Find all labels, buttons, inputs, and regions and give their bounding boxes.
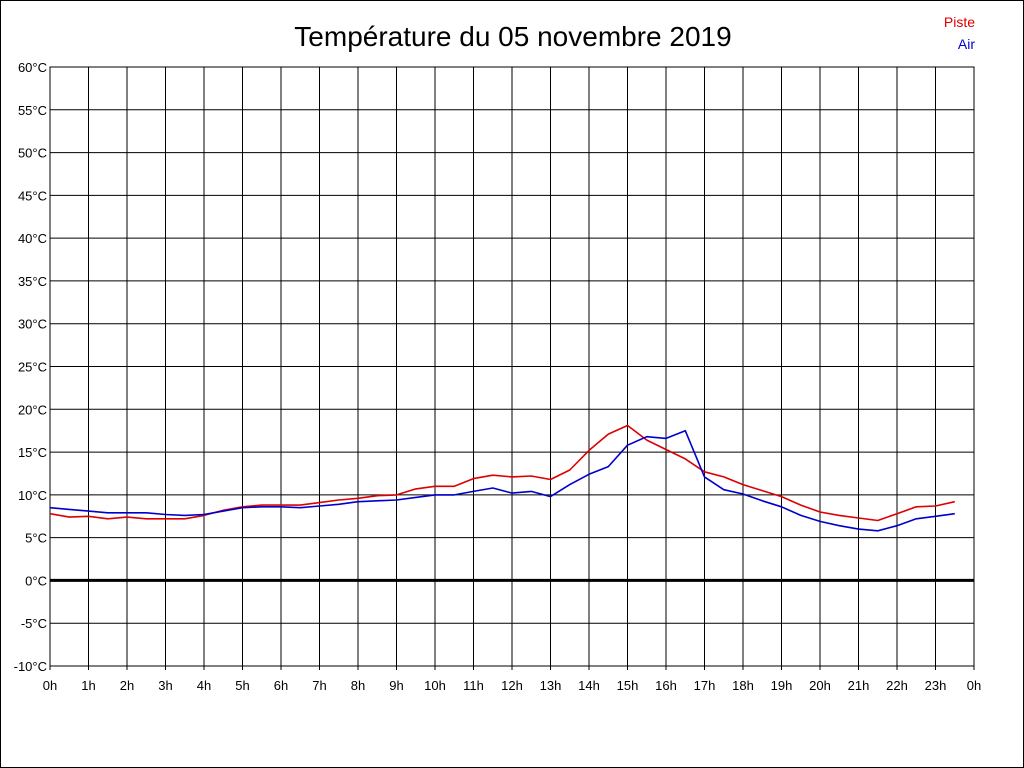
x-tick-label: 20h (809, 678, 831, 693)
x-tick-label: 21h (848, 678, 870, 693)
y-tick-label: 60°C (18, 60, 47, 75)
grid (49, 66, 975, 670)
legend-entry-piste: Piste (944, 14, 975, 30)
y-tick-label: -5°C (21, 616, 47, 631)
x-tick-label: 3h (158, 678, 172, 693)
y-tick-label: 30°C (18, 317, 47, 332)
series-lines (49, 424, 955, 532)
x-tick-label: 19h (771, 678, 793, 693)
y-tick-label: 25°C (18, 360, 47, 375)
x-tick-label: 23h (925, 678, 947, 693)
y-tick-label: 40°C (18, 231, 47, 246)
y-tick-label: 15°C (18, 445, 47, 460)
y-tick-label: 20°C (18, 402, 47, 417)
y-tick-label: 55°C (18, 103, 47, 118)
x-tick-label: 5h (235, 678, 249, 693)
y-tick-label: 5°C (25, 531, 47, 546)
x-axis-ticks: 0h 1h 2h 3h 4h 5h 6h 7h 8h 9h 10h 11h 12h 13h 14h 15h 16… (43, 678, 981, 693)
x-tick-label: 0h (967, 678, 981, 693)
x-tick-label: 4h (197, 678, 211, 693)
chart-title: Température du 05 novembre 2019 (294, 21, 731, 52)
x-tick-label: 7h (312, 678, 326, 693)
y-axis-ticks: -10°C -5°C 0°C 5°C 10°C 15°C 20°C 25°C 30°C 35°C 4… (14, 60, 47, 674)
y-tick-label: 50°C (18, 146, 47, 161)
x-tick-label: 0h (43, 678, 57, 693)
x-tick-label: 9h (389, 678, 403, 693)
x-tick-label: 22h (886, 678, 908, 693)
x-tick-label: 17h (694, 678, 716, 693)
x-tick-label: 12h (501, 678, 523, 693)
x-tick-label: 1h (81, 678, 95, 693)
series-line-air (49, 429, 955, 532)
x-tick-label: 18h (732, 678, 754, 693)
y-tick-label: 45°C (18, 188, 47, 203)
legend: Piste Air (944, 14, 975, 52)
x-tick-label: 13h (540, 678, 562, 693)
x-tick-label: 6h (274, 678, 288, 693)
y-tick-label: 10°C (18, 488, 47, 503)
y-tick-label: 0°C (25, 573, 47, 588)
y-tick-label: -10°C (14, 659, 47, 674)
x-tick-label: 11h (463, 678, 484, 693)
x-tick-label: 2h (120, 678, 134, 693)
y-tick-label: 35°C (18, 274, 47, 289)
x-tick-label: 10h (424, 678, 446, 693)
x-tick-label: 8h (351, 678, 365, 693)
x-tick-label: 14h (578, 678, 600, 693)
legend-entry-air: Air (958, 36, 975, 52)
series-line-piste (49, 424, 955, 522)
x-tick-label: 16h (655, 678, 677, 693)
x-tick-label: 15h (617, 678, 639, 693)
